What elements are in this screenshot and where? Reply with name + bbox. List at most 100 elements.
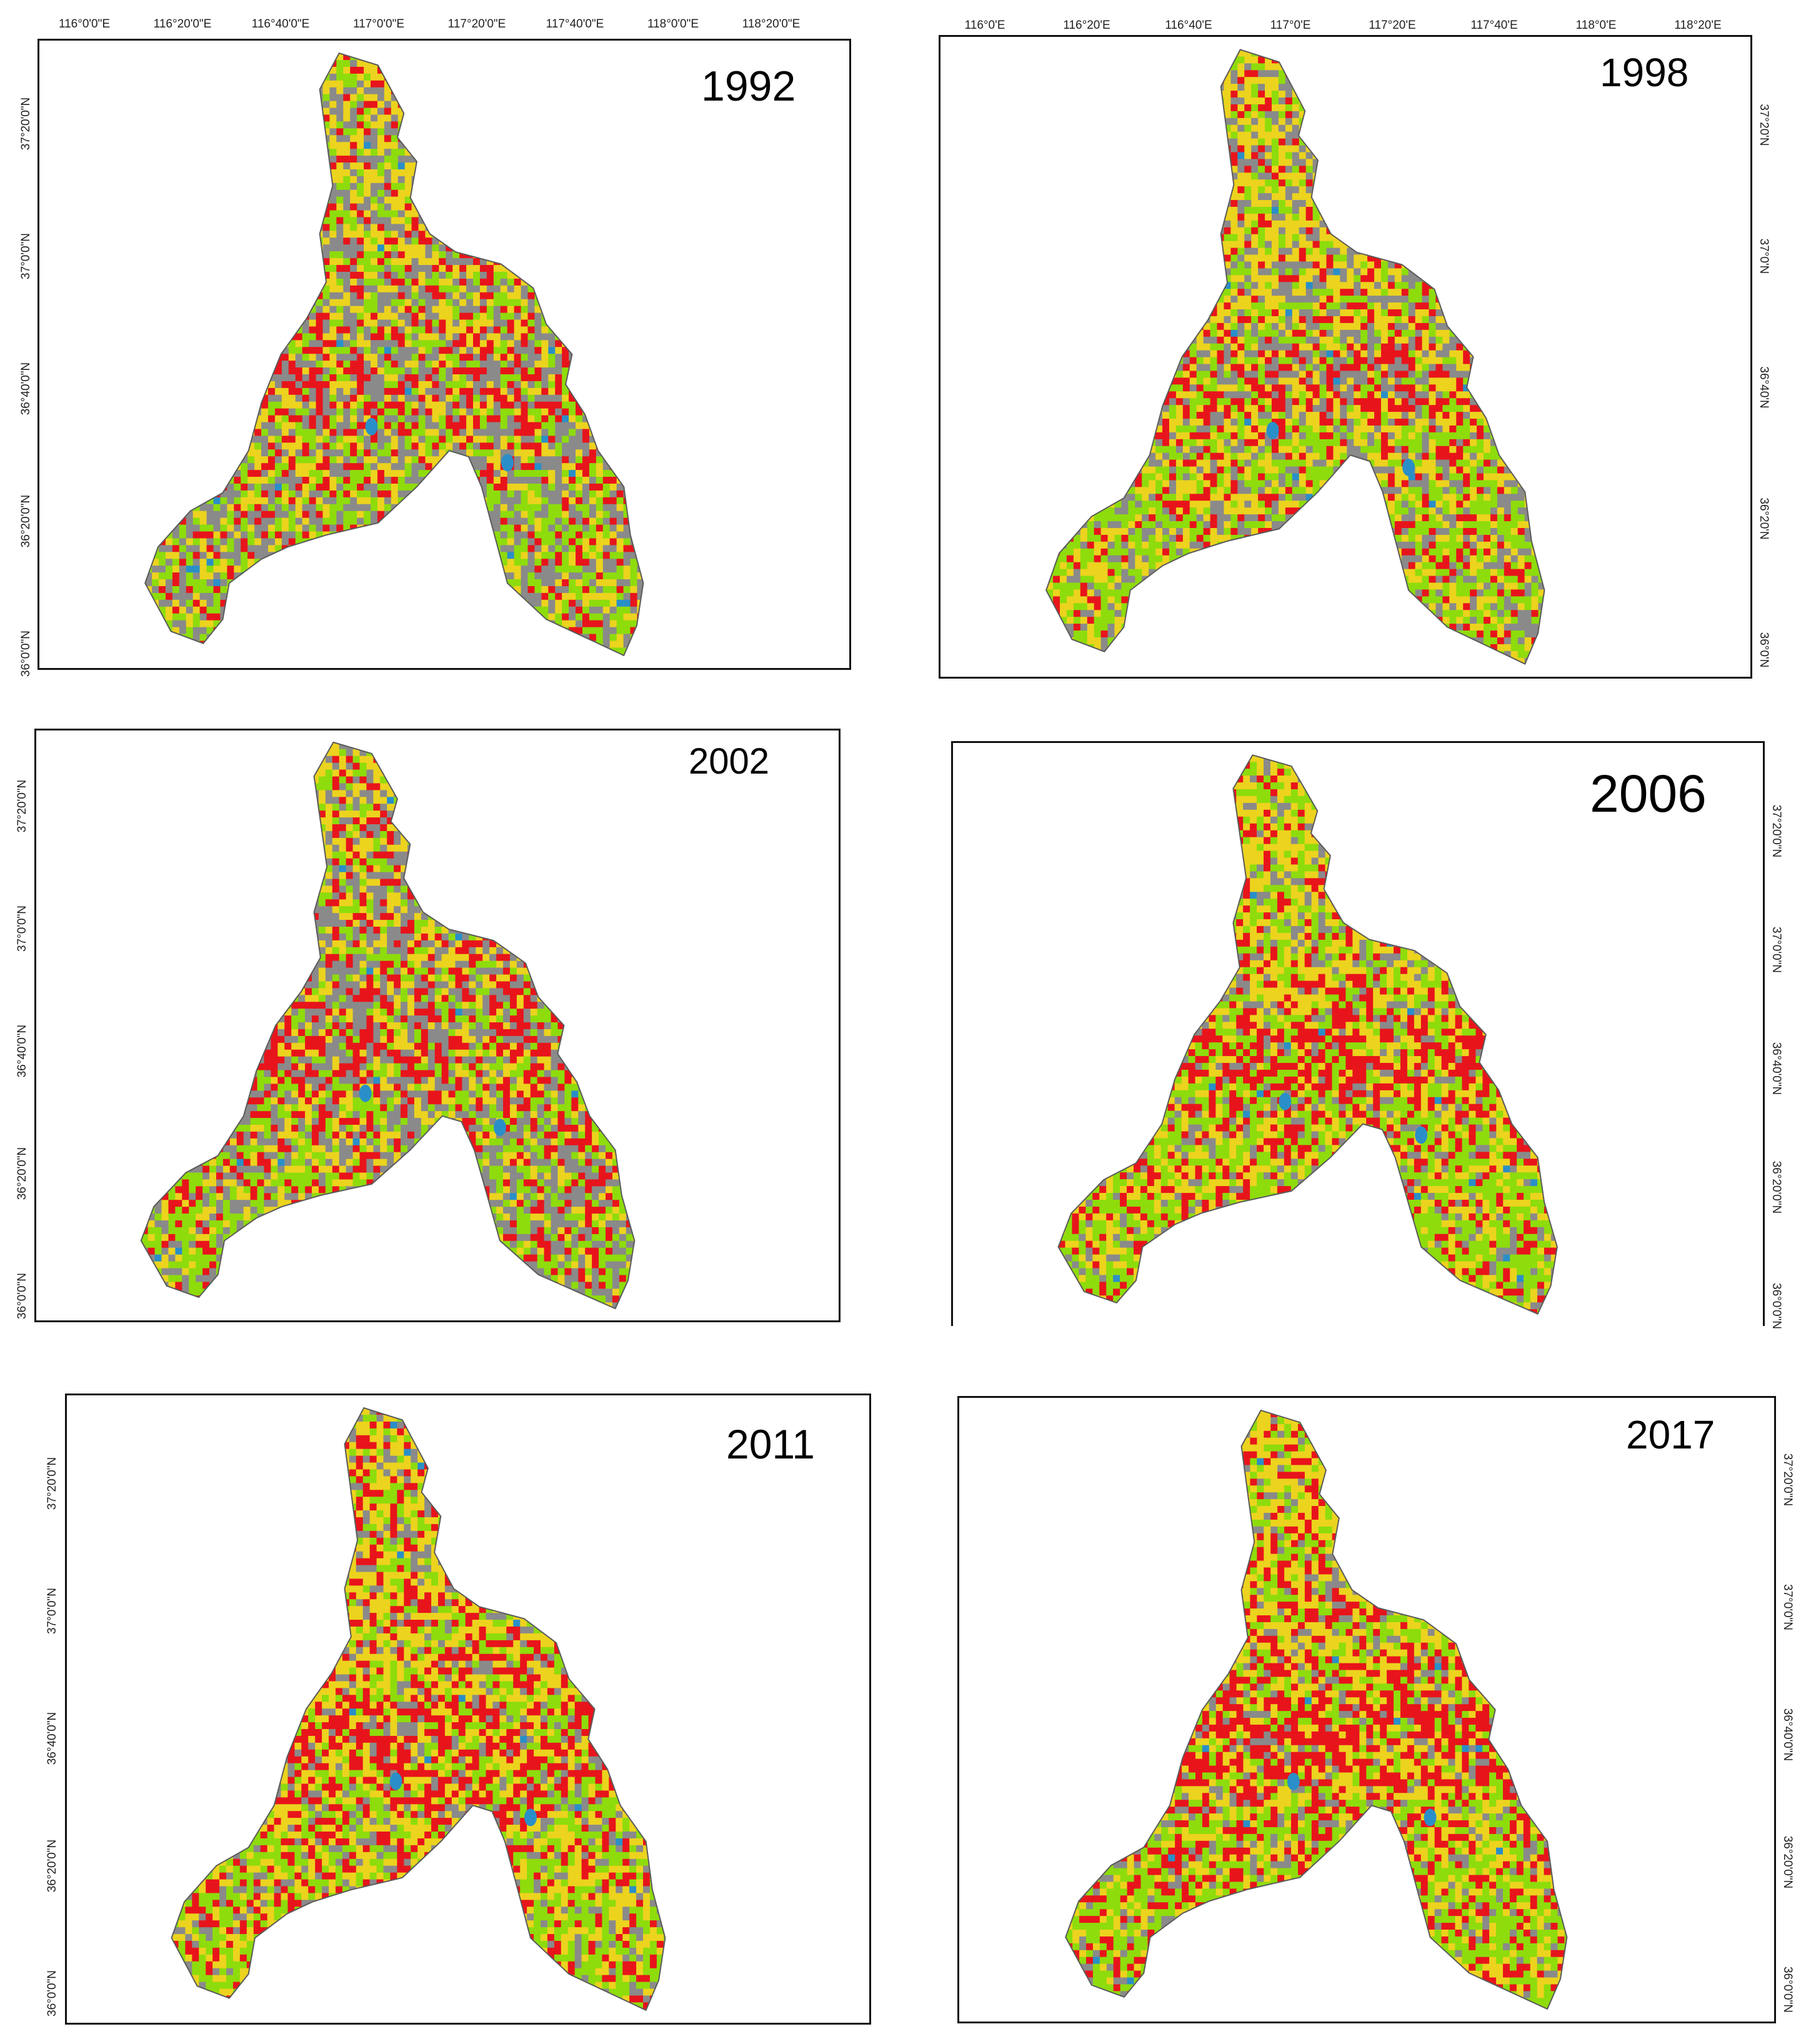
land-use-cell: [309, 189, 317, 197]
land-use-cell: [384, 387, 392, 396]
land-use-cell: [267, 258, 276, 266]
land-use-cell: [493, 408, 501, 416]
land-use-cell: [541, 278, 549, 286]
land-use-cell: [411, 381, 419, 389]
land-use-cell: [295, 299, 303, 307]
land-use-cell: [247, 128, 256, 136]
land-use-cell: [418, 306, 426, 314]
land-use-cell: [589, 128, 597, 136]
land-use-cell: [760, 156, 767, 163]
land-use-cell: [651, 128, 658, 136]
land-use-cell: [692, 237, 699, 245]
land-use-cell: [637, 374, 644, 382]
land-use-cell: [432, 367, 440, 376]
land-use-cell: [657, 299, 665, 307]
land-use-cell: [486, 299, 494, 307]
land-use-cell: [309, 94, 317, 102]
land-use-cell: [220, 381, 228, 389]
land-use-cell: [692, 108, 699, 116]
land-use-cell: [452, 278, 461, 286]
land-use-cell: [172, 80, 180, 88]
land-use-cell: [322, 340, 331, 348]
land-use-cell: [493, 80, 501, 88]
land-use-cell: [288, 114, 296, 122]
land-use-cell: [637, 149, 644, 157]
land-use-cell: [589, 265, 597, 272]
land-use-cell: [473, 408, 481, 416]
land-use-cell: [576, 319, 583, 327]
land-use-cell: [493, 237, 501, 246]
land-use-cell: [787, 292, 795, 300]
land-use-cell: [288, 285, 296, 293]
land-use-cell: [493, 231, 501, 239]
land-use-cell: [781, 142, 788, 149]
land-use-cell: [719, 135, 727, 142]
land-use-cell: [602, 135, 611, 143]
land-use-cell: [152, 149, 160, 157]
land-use-cell: [357, 66, 365, 74]
land-use-cell: [685, 299, 692, 307]
land-use-cell: [411, 271, 419, 279]
land-use-cell: [425, 361, 433, 369]
land-use-cell: [767, 354, 774, 361]
land-use-cell: [685, 217, 692, 225]
land-use-cell: [241, 374, 249, 382]
land-use-cell: [186, 176, 194, 184]
land-use-cell: [609, 231, 617, 239]
land-use-cell: [733, 320, 741, 327]
land-use-cell: [357, 156, 365, 164]
land-use-cell: [787, 204, 795, 211]
land-use-cell: [241, 361, 249, 369]
land-use-cell: [699, 204, 706, 211]
land-use-cell: [555, 387, 563, 396]
land-use-cell: [616, 381, 624, 389]
land-use-cell: [446, 401, 454, 409]
land-use-cell: [486, 387, 494, 396]
land-use-cell: [726, 135, 734, 142]
land-use-cell: [760, 121, 767, 129]
land-use-cell: [322, 347, 331, 355]
land-use-cell: [391, 176, 399, 184]
land-use-cell: [213, 292, 221, 300]
land-use-cell: [548, 285, 556, 293]
land-use-cell: [165, 340, 173, 348]
land-use-cell: [288, 53, 296, 61]
land-use-cell: [651, 94, 658, 102]
land-use-cell: [521, 231, 529, 239]
land-use-cell: [371, 210, 378, 218]
land-use-cell: [391, 265, 399, 272]
land-use-cell: [206, 87, 214, 95]
land-use-cell: [760, 333, 767, 341]
land-use-cell: [753, 279, 761, 286]
land-use-cell: [309, 107, 317, 116]
land-use-cell: [152, 142, 160, 150]
land-use-cell: [234, 244, 242, 252]
land-use-cell: [521, 189, 529, 197]
land-use-cell: [616, 347, 624, 355]
land-use-cell: [486, 367, 494, 376]
land-use-cell: [322, 87, 331, 95]
land-use-cell: [206, 94, 214, 102]
land-use-cell: [623, 361, 631, 369]
land-use-cell: [220, 258, 228, 266]
land-use-cell: [576, 278, 583, 286]
land-use-cell: [391, 94, 399, 102]
land-use-cell: [692, 156, 699, 163]
land-use-cell: [397, 381, 406, 389]
land-use-cell: [213, 237, 221, 246]
land-use-cell: [267, 135, 276, 143]
land-use-cell: [391, 319, 399, 327]
land-use-cell: [706, 231, 713, 238]
land-use-cell: [781, 381, 788, 389]
land-use-cell: [439, 347, 447, 355]
land-use-cell: [227, 73, 235, 81]
land-use-cell: [452, 107, 461, 116]
land-use-cell: [247, 401, 256, 409]
land-use-cell: [555, 156, 563, 164]
land-use-cell: [589, 210, 597, 218]
land-use-cell: [377, 162, 385, 170]
land-use-cell: [377, 258, 385, 266]
land-use-cell: [397, 258, 406, 266]
land-use-cell: [548, 121, 556, 129]
land-use-cell: [336, 114, 344, 122]
